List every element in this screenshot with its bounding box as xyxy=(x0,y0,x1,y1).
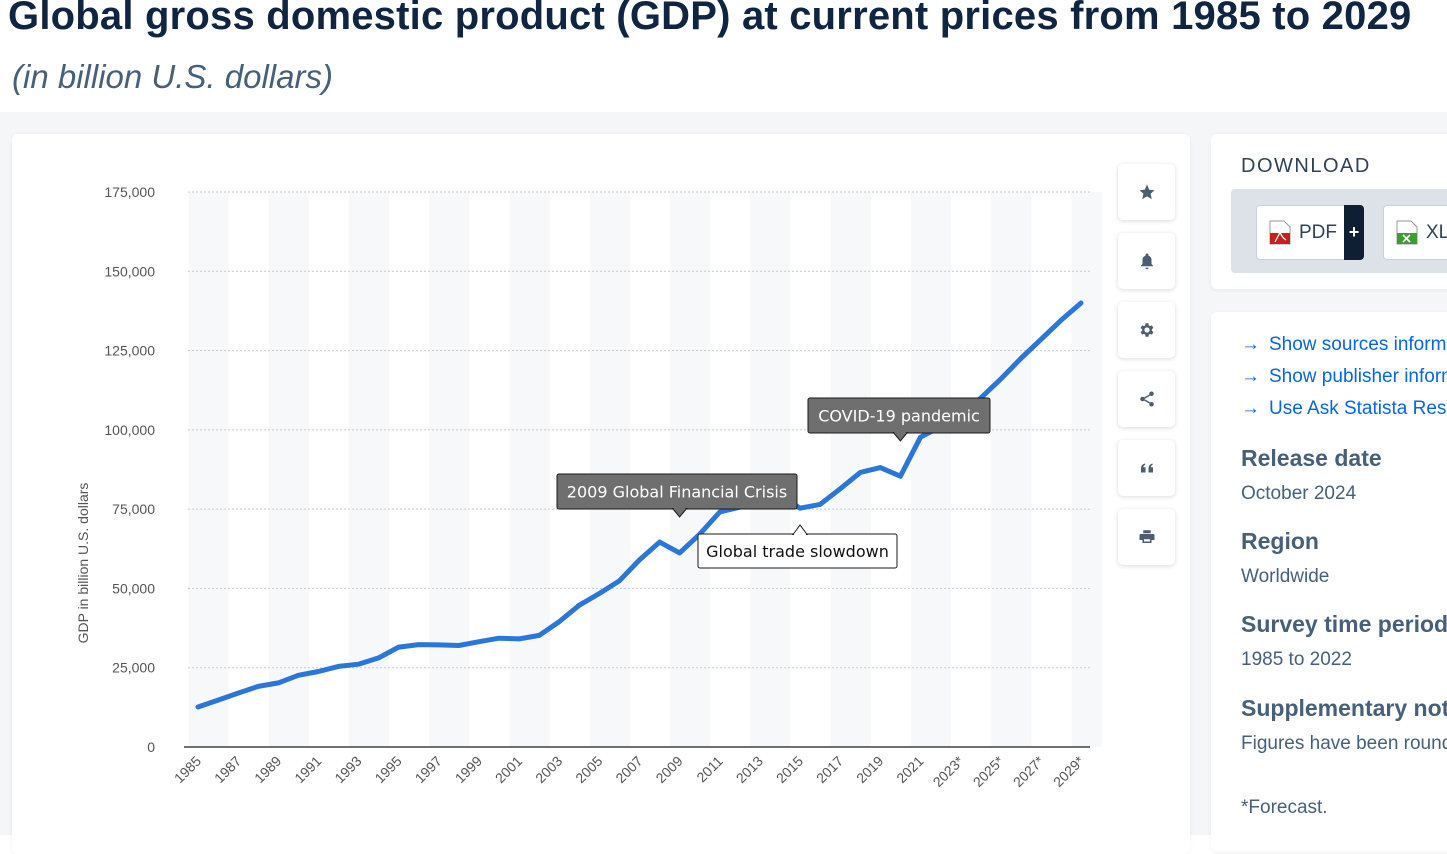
y-axis-label: GDP in billion U.S. dollars xyxy=(75,483,91,644)
release-date-label: Release date xyxy=(1241,445,1382,471)
x-tick-label: 2027* xyxy=(1010,752,1048,790)
grid-band xyxy=(910,192,952,747)
x-tick-label: 2003 xyxy=(532,753,565,786)
supplementary-notes-label: Supplementary notes xyxy=(1241,695,1447,721)
release-date-value: October 2024 xyxy=(1241,483,1357,504)
pdf-label: PDF xyxy=(1299,221,1337,243)
xls-label: XLS xyxy=(1426,221,1447,243)
x-tick-label: 2017 xyxy=(813,753,846,786)
chart-card: 0 25,000 50,000 75,000 100,000 125,000 150,000… xyxy=(12,134,1190,854)
x-tick-label: 1999 xyxy=(452,753,485,786)
region-value: Worldwide xyxy=(1241,566,1330,587)
y-tick-label: 50,000 xyxy=(112,580,155,596)
xls-file-icon xyxy=(1396,220,1418,245)
annotation-pointer xyxy=(892,432,909,442)
share-button[interactable] xyxy=(1118,371,1175,427)
page-subtitle: (in billion U.S. dollars) xyxy=(12,58,333,95)
arrow-right-icon: → xyxy=(1241,398,1260,419)
arrow-right-icon: → xyxy=(1241,334,1260,355)
survey-period-label: Survey time period xyxy=(1241,611,1447,637)
x-tick-label: 2011 xyxy=(693,753,726,786)
show-sources-link[interactable]: →Show sources information xyxy=(1241,334,1447,355)
x-tick-label: 1985 xyxy=(171,753,204,786)
download-xls-button[interactable]: XLS xyxy=(1383,205,1447,260)
x-tick-label: 2005 xyxy=(572,753,605,786)
download-bar: PDF + XLS xyxy=(1231,189,1447,273)
x-tick-label: 2025* xyxy=(970,752,1008,790)
annotation-2009: 2009 Global Financial Crisis xyxy=(556,473,798,518)
x-tick-label: 2021 xyxy=(893,753,926,786)
y-tick-label: 100,000 xyxy=(104,422,155,438)
grid-band xyxy=(991,192,1032,747)
annotation-2020: COVID-19 pandemic xyxy=(807,397,991,442)
annotation-text: COVID-19 pandemic xyxy=(818,407,980,426)
pdf-plus-icon[interactable]: + xyxy=(1344,205,1364,260)
y-tick-label: 125,000 xyxy=(104,343,155,359)
print-icon xyxy=(1139,530,1154,543)
x-tick-label: 2009 xyxy=(652,753,685,786)
x-tick-label: 1993 xyxy=(331,753,364,786)
page-title: Global gross domestic product (GDP) at c… xyxy=(8,0,1412,38)
ask-statista-link[interactable]: →Use Ask Statista Research Service xyxy=(1241,398,1447,419)
x-tick-label: 2015 xyxy=(773,753,806,786)
y-tick-label: 150,000 xyxy=(104,263,155,279)
x-tick-label: 1997 xyxy=(412,753,445,786)
show-publisher-link[interactable]: →Show publisher information xyxy=(1241,366,1447,387)
survey-period-value: 1985 to 2022 xyxy=(1241,649,1352,670)
print-button[interactable] xyxy=(1118,509,1175,565)
quote-icon xyxy=(1140,463,1153,473)
annotation-text: Global trade slowdown xyxy=(706,542,889,561)
grid-band xyxy=(188,192,229,747)
grid-band xyxy=(1071,192,1102,747)
share-icon xyxy=(1139,391,1154,407)
region-label: Region xyxy=(1241,528,1319,554)
y-tick-label: 25,000 xyxy=(112,660,155,676)
grid-band xyxy=(670,192,711,747)
grid-band xyxy=(429,192,470,747)
x-tick-label: 2029* xyxy=(1050,752,1088,790)
x-tick-label: 2013 xyxy=(733,753,766,786)
y-tick-label: 0 xyxy=(147,739,155,755)
grid-band xyxy=(509,192,550,747)
gear-icon xyxy=(1140,323,1153,337)
x-tick-label: 2019 xyxy=(853,753,886,786)
notification-button[interactable] xyxy=(1118,233,1175,289)
arrow-right-icon: → xyxy=(1241,366,1260,387)
download-card: DOWNLOAD PDF + XLS xyxy=(1211,134,1447,289)
x-tick-label: 2001 xyxy=(492,753,525,786)
x-tick-label: 1987 xyxy=(211,753,244,786)
forecast-note: *Forecast. xyxy=(1241,797,1328,818)
grid-band xyxy=(268,192,309,747)
download-pdf-button[interactable]: PDF + xyxy=(1256,205,1364,260)
info-card: →Show sources information →Show publishe… xyxy=(1211,312,1447,852)
y-tick-label: 75,000 xyxy=(112,501,155,517)
favorite-button[interactable] xyxy=(1118,164,1175,220)
x-tick-label: 2023* xyxy=(930,752,968,790)
x-tick-label: 1991 xyxy=(291,753,324,786)
x-tick-label: 1995 xyxy=(371,753,404,786)
supplementary-notes-value: Figures have been rounded. xyxy=(1241,733,1447,754)
pdf-file-icon xyxy=(1269,220,1291,245)
grid-band xyxy=(750,192,791,747)
cite-button[interactable] xyxy=(1118,440,1175,496)
annotation-text: 2009 Global Financial Crisis xyxy=(567,483,787,502)
annotation-pointer xyxy=(792,524,809,535)
grid-band xyxy=(589,192,630,747)
settings-button[interactable] xyxy=(1118,302,1175,358)
x-tick-label: 1989 xyxy=(251,753,284,786)
bell-icon xyxy=(1140,253,1153,270)
annotation-2015: Global trade slowdown xyxy=(697,524,898,569)
gdp-line-chart: 0 25,000 50,000 75,000 100,000 125,000 150,000… xyxy=(75,184,1102,790)
y-tick-label: 175,000 xyxy=(104,184,155,200)
star-icon xyxy=(1139,184,1154,200)
x-tick-label: 2007 xyxy=(612,753,645,786)
download-title: DOWNLOAD xyxy=(1241,155,1371,177)
